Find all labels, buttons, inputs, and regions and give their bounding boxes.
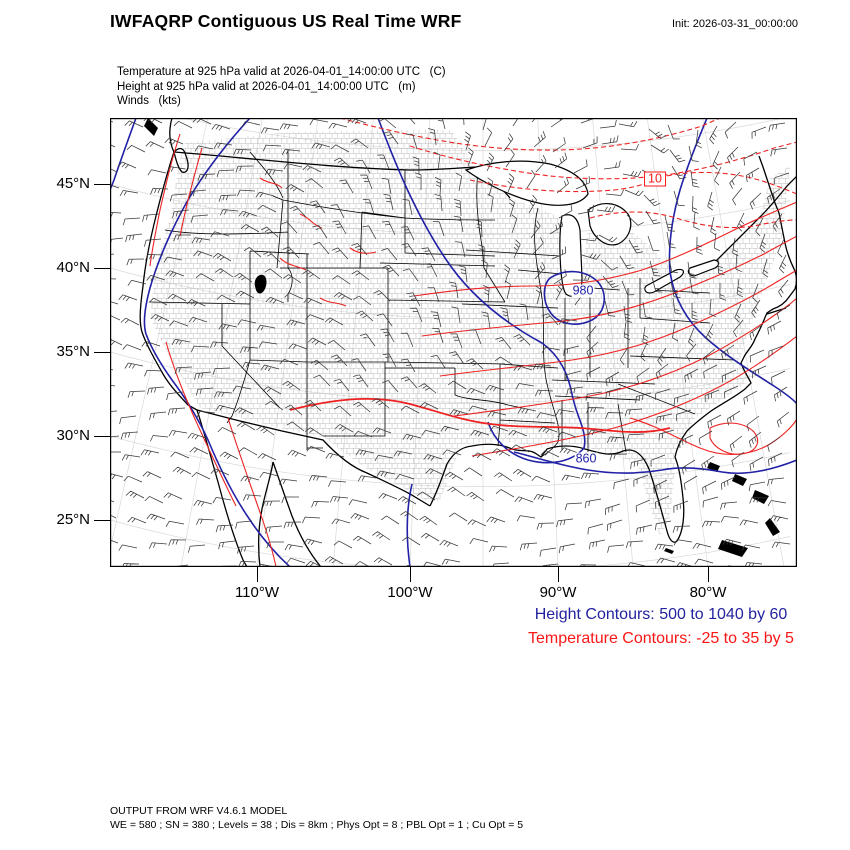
lon-tick-mark: [557, 567, 559, 582]
lon-tick-mark: [409, 567, 411, 582]
lon-tick-label: 100°W: [387, 584, 433, 601]
lat-tick-label: 25°N: [56, 511, 90, 528]
lat-tick-label: 30°N: [56, 427, 90, 444]
weather-map: [94, 99, 798, 578]
field-info-winds: Winds (kts): [117, 95, 181, 107]
map-canvas: [94, 99, 798, 578]
contour-label: 980: [571, 283, 595, 298]
contour-label: 10: [644, 171, 666, 187]
lat-tick-mark: [94, 435, 110, 437]
islands: [144, 118, 780, 557]
field-info-height: Height at 925 hPa valid at 2026-04-01_14…: [117, 80, 416, 93]
contour-label: 860: [574, 451, 598, 466]
legend-height-contours: Height Contours: 500 to 1040 by 60: [534, 606, 788, 623]
footer-block: OUTPUT FROM WRF V4.6.1 MODEL WE = 580 ; …: [110, 805, 523, 832]
county-texture-region: [150, 130, 790, 536]
field-info-temperature: Temperature at 925 hPa valid at 2026-04-…: [117, 66, 446, 78]
footer-config-line: WE = 580 ; SN = 380 ; Levels = 38 ; Dis …: [110, 818, 524, 831]
init-timestamp: Init: 2026-03-31_00:00:00: [672, 18, 798, 30]
lat-tick-mark: [94, 351, 110, 353]
lon-tick-mark: [256, 567, 258, 582]
lon-tick-label: 80°W: [689, 584, 727, 601]
lat-tick-label: 40°N: [56, 259, 90, 276]
lat-tick-label: 45°N: [56, 175, 90, 192]
lat-tick-label: 35°N: [56, 343, 90, 360]
lat-tick-mark: [94, 519, 110, 521]
lon-tick-label: 90°W: [539, 584, 577, 601]
footer-model-line: OUTPUT FROM WRF V4.6.1 MODEL: [110, 805, 288, 817]
lon-tick-mark: [707, 567, 709, 582]
legend-temperature-contours: Temperature Contours: -25 to 35 by 5: [528, 630, 794, 647]
map-frame: [110, 118, 797, 567]
lon-tick-label: 110°W: [234, 584, 280, 601]
state-borders: [149, 150, 736, 458]
field-info-block: Temperature at 925 hPa valid at 2026-04-…: [117, 65, 446, 109]
lat-tick-mark: [94, 183, 110, 185]
lat-tick-mark: [94, 267, 110, 269]
page-title: IWFAQRP Contiguous US Real Time WRF: [110, 11, 462, 31]
